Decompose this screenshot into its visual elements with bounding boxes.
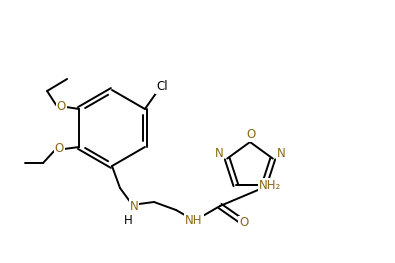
Text: NH: NH bbox=[185, 214, 203, 226]
Text: NH₂: NH₂ bbox=[259, 179, 281, 192]
Text: N: N bbox=[215, 147, 224, 160]
Text: O: O bbox=[56, 100, 66, 114]
Text: Cl: Cl bbox=[156, 80, 168, 94]
Text: O: O bbox=[246, 129, 256, 141]
Text: O: O bbox=[239, 216, 248, 230]
Text: O: O bbox=[55, 143, 64, 155]
Text: N: N bbox=[276, 147, 285, 160]
Text: H: H bbox=[124, 214, 132, 226]
Text: N: N bbox=[130, 200, 138, 213]
